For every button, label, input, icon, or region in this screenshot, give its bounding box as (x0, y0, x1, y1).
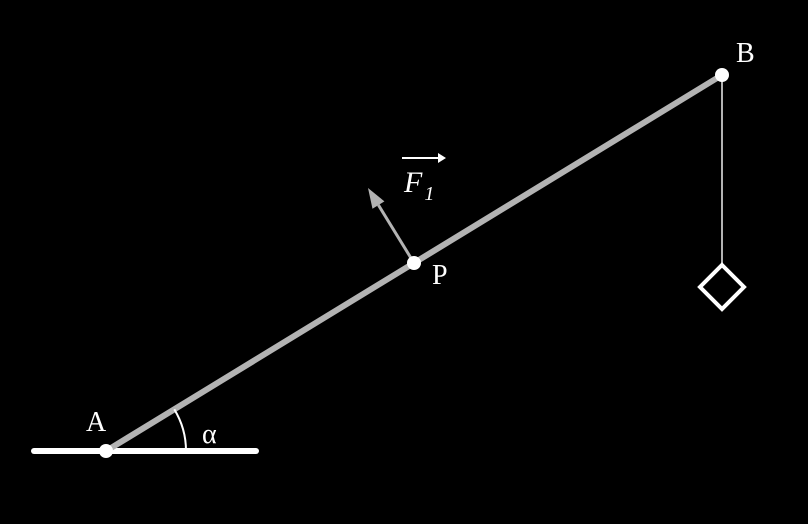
background (0, 0, 808, 524)
point-p (407, 256, 421, 270)
label-p: P (432, 260, 448, 291)
point-b (715, 68, 729, 82)
point-a (99, 444, 113, 458)
label-b: B (736, 38, 755, 69)
label-a: A (86, 407, 107, 438)
label-alpha: α (202, 419, 217, 450)
